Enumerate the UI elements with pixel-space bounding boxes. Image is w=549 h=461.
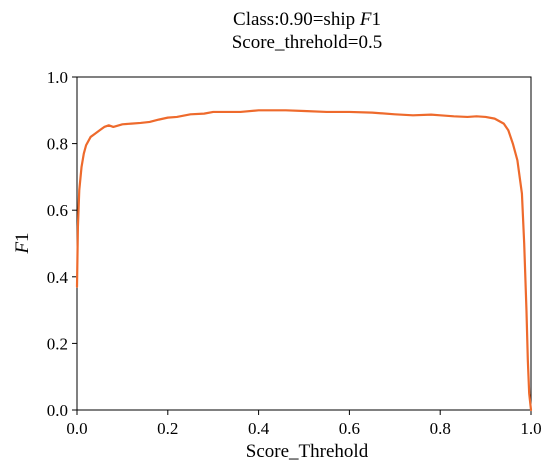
x-axis-label: Score_Threhold [246, 441, 369, 461]
y-tick-label: 1.0 [47, 68, 68, 87]
x-tick-label: 0.8 [430, 419, 451, 438]
y-tick-label: 0.6 [47, 201, 68, 220]
y-tick-label: 0.4 [47, 268, 69, 287]
chart-title: Class:0.90=ship F1 [233, 9, 381, 30]
plot-area: 0.0 0.2 0.4 0.6 0.8 1.0 0.0 0.2 0.4 0.6 0.8 1.0 [47, 68, 542, 438]
x-tick-label: 0.0 [66, 419, 87, 438]
y-tick-label: 0.0 [47, 401, 68, 420]
y-axis-label: F1 [12, 232, 33, 254]
y-tick-label: 0.8 [47, 135, 68, 154]
series-line-0 [75, 109, 533, 412]
chart-subtitle: Score_threhold=0.5 [232, 32, 383, 53]
x-tick-label: 1.0 [520, 419, 541, 438]
x-tick-label: 0.6 [339, 419, 360, 438]
x-tick-label: 0.4 [248, 419, 270, 438]
x-tick-label: 0.2 [157, 419, 178, 438]
plot-frame [76, 76, 532, 411]
y-tick-label: 0.2 [47, 334, 68, 353]
